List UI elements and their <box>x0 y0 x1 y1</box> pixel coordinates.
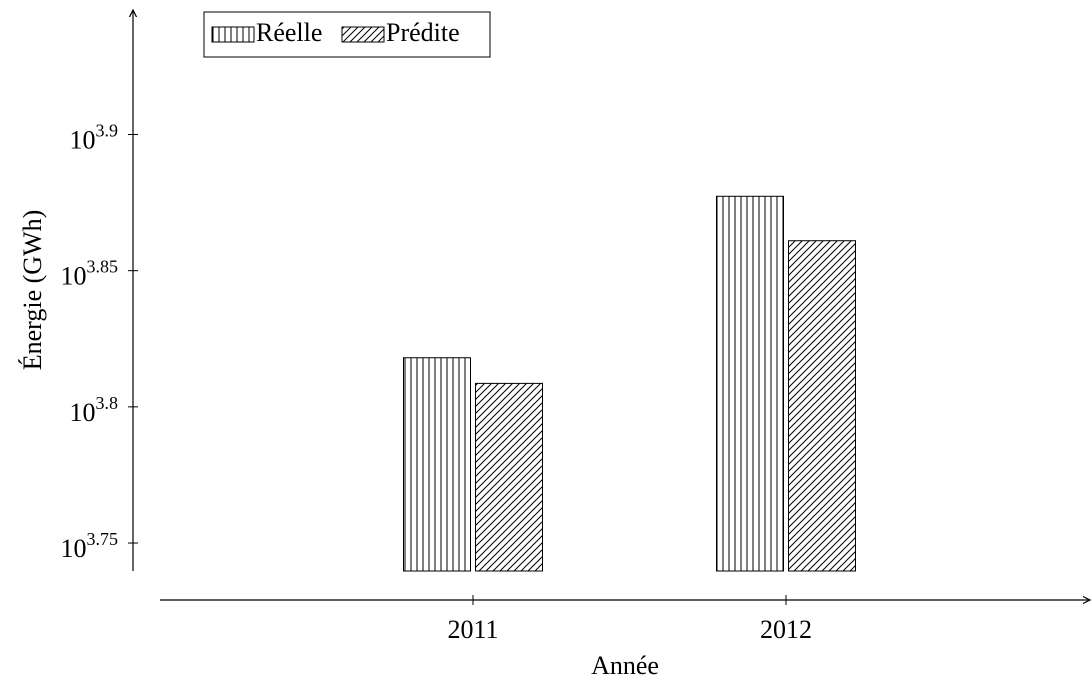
y-axis-title: Énergie (GWh) <box>18 210 47 371</box>
x-tick-label: 2012 <box>760 615 812 644</box>
bar <box>716 195 784 572</box>
x-axis-title: Année <box>591 651 659 680</box>
y-tick-exponent: 3.9 <box>96 121 119 141</box>
y-tick-label: 103.9 <box>70 121 119 155</box>
y-tick-label: 103.75 <box>61 529 119 563</box>
bar <box>475 382 543 572</box>
y-tick-base: 10 <box>61 262 87 291</box>
y-tick-label: 103.85 <box>61 257 119 291</box>
y-tick-label: 103.8 <box>70 393 119 427</box>
bar <box>403 357 471 572</box>
y-tick-exponent: 3.75 <box>87 529 119 549</box>
y-tick-base: 10 <box>70 125 96 154</box>
y-tick-exponent: 3.8 <box>96 393 119 413</box>
legend-swatch <box>211 26 255 43</box>
y-tick-base: 10 <box>61 534 87 563</box>
y-tick-base: 10 <box>70 398 96 427</box>
bar <box>788 240 856 572</box>
legend-label: Prédite <box>386 18 460 47</box>
x-tick-label: 2011 <box>447 615 498 644</box>
legend-swatch <box>341 26 385 43</box>
y-tick-exponent: 3.85 <box>87 257 119 277</box>
legend-label: Réelle <box>256 18 322 47</box>
